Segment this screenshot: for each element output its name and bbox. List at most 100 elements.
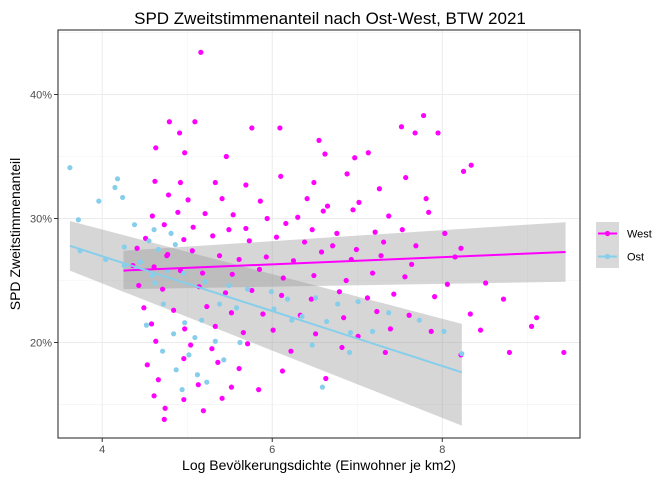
point-west <box>374 308 380 315</box>
point-west <box>412 130 418 136</box>
point-west <box>483 280 489 286</box>
point-west <box>240 329 246 336</box>
point-west <box>468 162 474 168</box>
point-west <box>264 215 270 222</box>
point-west <box>352 155 358 161</box>
point-ost <box>233 305 240 311</box>
point-west <box>204 303 210 310</box>
point-west <box>339 344 345 351</box>
point-west <box>442 230 448 236</box>
point-west <box>320 208 326 214</box>
point-ost <box>152 280 158 286</box>
point-west <box>534 315 540 321</box>
point-west <box>288 348 294 354</box>
point-ost <box>137 259 144 265</box>
point-west <box>153 145 159 151</box>
point-ost <box>221 357 227 363</box>
point-west <box>356 199 362 205</box>
point-west <box>413 243 419 249</box>
point-west <box>353 246 360 253</box>
point-west <box>283 220 289 227</box>
point-ost <box>268 289 274 295</box>
point-ost <box>199 317 205 323</box>
point-west <box>304 196 310 202</box>
point-west <box>210 233 216 239</box>
point-west <box>219 395 225 401</box>
point-west <box>279 368 286 374</box>
point-west <box>369 270 376 276</box>
point-west <box>295 214 301 220</box>
point-ost <box>284 296 291 302</box>
axis-ticks: 4 6 8 20% 30% 40% <box>30 89 445 456</box>
y-tick-label: 30% <box>30 213 52 225</box>
point-west <box>316 137 322 143</box>
point-west <box>506 349 513 356</box>
point-west <box>244 341 251 347</box>
chart-title: SPD Zweitstimmenanteil nach Ost-West, BT… <box>134 9 526 28</box>
point-west <box>257 198 263 204</box>
point-ost <box>120 194 126 201</box>
point-ost <box>212 338 218 344</box>
point-ost <box>355 298 361 305</box>
point-ost <box>335 301 341 307</box>
point-ost <box>319 384 326 390</box>
point-west <box>334 230 340 236</box>
point-west <box>277 125 283 131</box>
point-west <box>364 295 371 301</box>
point-west <box>341 315 347 321</box>
y-tick-label: 40% <box>30 89 52 101</box>
point-west <box>177 179 184 186</box>
point-west <box>477 327 484 333</box>
point-west <box>280 275 286 281</box>
point-west <box>151 393 157 399</box>
point-west <box>149 213 155 219</box>
point-ost <box>149 272 155 279</box>
y-tick-label: 20% <box>30 338 52 350</box>
point-ost <box>143 322 150 328</box>
point-west <box>228 310 235 316</box>
point-west <box>230 212 236 218</box>
point-west <box>216 253 223 259</box>
point-west <box>376 186 382 192</box>
point-west <box>336 289 343 295</box>
point-ost <box>179 387 185 393</box>
point-west <box>467 311 473 317</box>
x-tick-label: 4 <box>99 444 105 456</box>
point-west <box>228 384 235 390</box>
point-ost <box>204 379 210 385</box>
point-west <box>198 49 204 55</box>
point-west <box>215 359 221 365</box>
point-west <box>195 382 201 388</box>
point-west <box>382 349 388 356</box>
point-west <box>409 261 415 267</box>
point-west <box>444 281 450 287</box>
point-ost <box>186 352 192 358</box>
point-west <box>420 112 427 119</box>
point-ost <box>324 318 330 325</box>
point-ost <box>181 270 187 276</box>
point-west <box>155 377 161 383</box>
point-ost <box>171 331 177 337</box>
point-west <box>192 119 198 125</box>
point-west <box>324 203 331 209</box>
legend-label-west: West <box>627 229 652 241</box>
point-west <box>403 174 409 181</box>
point-ost <box>131 222 138 228</box>
point-west <box>458 245 464 251</box>
point-ost <box>155 246 161 253</box>
point-west <box>181 396 187 403</box>
legend-marker-west <box>604 230 611 237</box>
point-west <box>270 327 276 333</box>
point-west <box>435 130 441 136</box>
point-ost <box>96 198 102 204</box>
point-ost <box>114 176 121 182</box>
point-west <box>176 130 183 136</box>
y-axis-title: SPD Zweitstimmenanteil <box>7 158 23 311</box>
x-axis-title: Log Bevölkerungsdichte (Einwohner je km2… <box>182 457 456 473</box>
point-west <box>399 227 405 233</box>
point-ost <box>237 339 243 346</box>
point-ost <box>347 329 354 336</box>
point-west <box>162 405 168 411</box>
point-west <box>144 362 150 368</box>
